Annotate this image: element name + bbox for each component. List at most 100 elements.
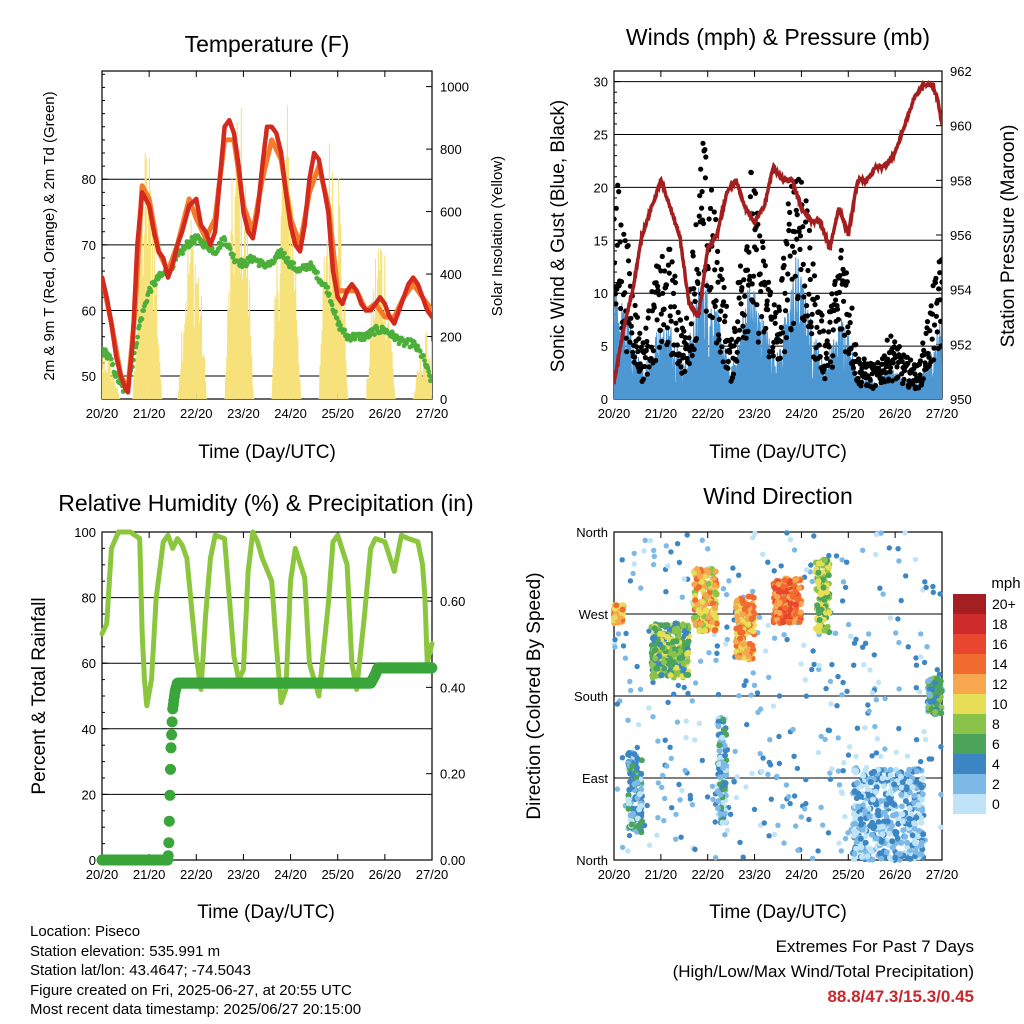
direction-point [619, 606, 626, 613]
direction-point [896, 558, 902, 564]
direction-point [918, 819, 925, 826]
gust-point [936, 286, 942, 292]
gust-point [795, 293, 801, 299]
colorbar-label: 0 [992, 796, 1000, 812]
direction-point [654, 832, 660, 838]
gust-point [749, 281, 755, 287]
direction-point [879, 775, 886, 782]
direction-point [851, 856, 857, 863]
direction-point [840, 768, 846, 774]
direction-point [873, 801, 880, 808]
gust-point [711, 209, 717, 215]
direction-point [829, 766, 835, 772]
humidity-xlabel: Time (Day/UTC) [197, 902, 335, 923]
direction-point [673, 811, 679, 817]
direction-point [896, 686, 902, 692]
direction-point [811, 661, 817, 668]
direction-point [625, 805, 632, 812]
direction-point [864, 786, 871, 792]
dewpoint-point [426, 369, 432, 374]
direction-point [783, 782, 790, 788]
gust-point [889, 378, 895, 384]
temp-xtick-label: 21/20 [133, 406, 166, 421]
winds-ylabel: Sonic Wind & Gust (Blue, Black) [548, 100, 569, 372]
gust-point [793, 207, 799, 213]
direction-point [697, 620, 704, 627]
direction-point [820, 584, 827, 591]
direction-point [842, 835, 849, 842]
winds-ytick-label: 20 [594, 180, 608, 195]
rh-frame [101, 531, 433, 861]
direction-point [915, 833, 922, 840]
gust-point [691, 286, 697, 292]
direction-point [886, 545, 892, 551]
direction-point [772, 585, 779, 592]
direction-point [902, 798, 909, 804]
gust-point [655, 283, 661, 289]
direction-point [737, 839, 743, 846]
direction-point [938, 791, 944, 798]
direction-point [731, 779, 737, 785]
solar-series [177, 219, 208, 399]
direction-point [802, 806, 808, 812]
direction-point [853, 636, 859, 642]
direction-point [875, 812, 882, 819]
gust-point [782, 349, 788, 355]
direction-point [743, 678, 749, 684]
direction-point [864, 853, 871, 860]
gust-point [745, 328, 751, 334]
direction-point [803, 776, 809, 783]
direction-point [817, 622, 823, 629]
gust-point [847, 320, 853, 326]
gust-point [755, 339, 761, 345]
precip-series [96, 662, 438, 866]
direction-point [636, 825, 643, 831]
gust-point [674, 342, 680, 348]
gust-point [703, 308, 709, 314]
gust-point [812, 302, 818, 308]
direction-point [642, 537, 648, 543]
direction-point [667, 672, 674, 679]
direction-point [790, 726, 796, 733]
gust-point [871, 362, 877, 368]
dewpoint-point [404, 341, 409, 346]
gust-point [788, 327, 794, 333]
gust-point [838, 247, 844, 253]
direction-point [774, 593, 781, 600]
winds-title: Winds (mph) & Pressure (mb) [626, 24, 930, 50]
direction-point [835, 768, 842, 774]
gust-point [703, 154, 709, 160]
dir-xtick-label: 20/20 [598, 867, 631, 882]
gust-point [777, 355, 783, 361]
gust-point [892, 339, 898, 345]
winds-ytick-label: 30 [594, 75, 608, 90]
direction-point [914, 768, 920, 775]
direction-point [826, 552, 832, 559]
gust-point [934, 329, 940, 335]
direction-point [683, 718, 689, 724]
gust-point [805, 267, 811, 274]
gust-point [628, 315, 634, 321]
direction-point [684, 650, 691, 657]
direction-point [673, 664, 680, 671]
dewpoint-point [308, 260, 314, 266]
gust-point [669, 259, 675, 265]
winds-xtick-label: 22/20 [691, 406, 724, 421]
direction-point [838, 848, 844, 854]
gust-point [926, 354, 932, 360]
direction-point [628, 821, 635, 828]
gust-point [626, 271, 633, 277]
winds-ytick-label: 10 [594, 286, 608, 301]
gust-point [615, 182, 621, 188]
temp-ytick-label: 50 [82, 369, 96, 384]
gust-point [887, 369, 893, 375]
colorbar-label: 18 [992, 616, 1008, 632]
gust-point [770, 344, 776, 350]
gust-point [722, 319, 728, 325]
direction-point [636, 791, 643, 798]
direction-point [886, 830, 893, 837]
direction-point [816, 617, 823, 623]
gust-point [760, 244, 766, 251]
gust-point [790, 320, 797, 326]
direction-point [815, 569, 822, 576]
